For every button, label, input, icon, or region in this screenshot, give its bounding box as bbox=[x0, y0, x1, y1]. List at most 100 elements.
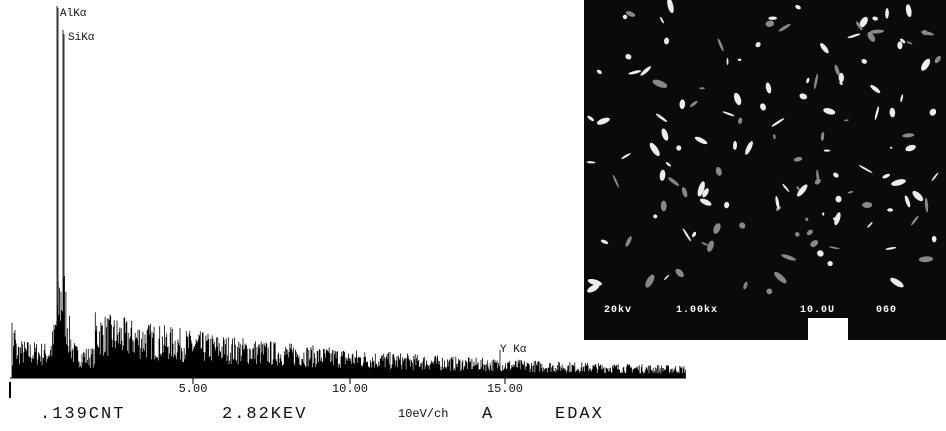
footer-text: .139CNT bbox=[40, 405, 125, 424]
speck bbox=[835, 195, 842, 203]
micrograph-caption: 1.00kx bbox=[676, 304, 718, 316]
speck bbox=[745, 141, 753, 155]
micrograph: 20kv 1.00kx 10.0U 060 bbox=[584, 0, 946, 340]
speck bbox=[660, 200, 667, 212]
speck bbox=[889, 107, 896, 118]
speck bbox=[870, 84, 881, 94]
speck bbox=[900, 94, 904, 103]
speck bbox=[813, 73, 819, 90]
speck bbox=[817, 250, 824, 257]
speck bbox=[768, 16, 777, 20]
speck bbox=[833, 172, 839, 178]
micrograph-caption: 20kv bbox=[604, 304, 632, 316]
peak-label: SiKα bbox=[68, 32, 95, 44]
speck bbox=[694, 136, 708, 145]
speck bbox=[924, 197, 929, 213]
speck bbox=[782, 183, 790, 192]
speck bbox=[596, 69, 602, 75]
speck bbox=[885, 8, 889, 19]
speck bbox=[859, 16, 868, 28]
speck bbox=[912, 190, 924, 202]
speck bbox=[659, 16, 664, 24]
speck bbox=[659, 169, 666, 181]
speck bbox=[838, 72, 844, 83]
speck bbox=[891, 179, 906, 186]
speck bbox=[766, 288, 773, 295]
speck bbox=[781, 254, 796, 261]
speck bbox=[668, 177, 680, 186]
speck bbox=[701, 242, 708, 246]
speck bbox=[862, 201, 873, 208]
speck bbox=[867, 32, 876, 42]
speck bbox=[929, 108, 937, 116]
speck bbox=[622, 14, 628, 20]
speck bbox=[839, 81, 843, 86]
speck bbox=[774, 271, 787, 284]
speck bbox=[625, 54, 632, 60]
speck bbox=[681, 187, 688, 198]
speck bbox=[834, 64, 840, 76]
speck bbox=[887, 208, 894, 212]
speck bbox=[722, 111, 735, 117]
speck bbox=[715, 166, 722, 176]
speck bbox=[733, 146, 736, 149]
speck bbox=[904, 195, 911, 208]
speck bbox=[739, 222, 746, 229]
speck bbox=[738, 117, 743, 125]
speck bbox=[775, 196, 780, 210]
speck bbox=[773, 134, 776, 140]
speck bbox=[816, 169, 820, 183]
speck bbox=[737, 58, 742, 62]
speck bbox=[733, 92, 742, 106]
speck bbox=[765, 82, 772, 94]
speck bbox=[918, 256, 934, 263]
speck bbox=[885, 247, 897, 250]
speck bbox=[874, 106, 879, 120]
axis-tick-label: 5.00 bbox=[179, 382, 208, 396]
speck bbox=[667, 0, 674, 14]
speck bbox=[653, 214, 658, 219]
speck bbox=[726, 57, 729, 65]
micrograph-caption: 10.0U bbox=[800, 305, 835, 316]
peak-label: Y Kα bbox=[500, 344, 527, 356]
speck bbox=[934, 55, 941, 64]
speck bbox=[778, 23, 791, 32]
speck bbox=[628, 70, 642, 75]
speck bbox=[872, 16, 879, 21]
spectrum: AlKα SiKα Y Kα 5.00 10.00 15.00 .139CNT … bbox=[9, 6, 686, 424]
speck bbox=[844, 119, 849, 122]
speck bbox=[664, 37, 670, 45]
speck bbox=[717, 38, 724, 52]
speck bbox=[823, 108, 836, 115]
speck bbox=[890, 277, 904, 288]
speck bbox=[755, 41, 761, 48]
speck bbox=[625, 11, 636, 17]
speck bbox=[828, 246, 840, 250]
speck bbox=[707, 240, 714, 252]
speck bbox=[663, 274, 670, 281]
speck bbox=[931, 172, 939, 182]
speck bbox=[897, 41, 903, 50]
speck bbox=[847, 191, 854, 194]
speck bbox=[810, 239, 819, 247]
speck bbox=[882, 173, 891, 179]
speck bbox=[692, 231, 697, 238]
speck bbox=[827, 261, 833, 267]
peak-label: AlKα bbox=[60, 8, 87, 20]
speck bbox=[889, 146, 893, 149]
scale-marker bbox=[808, 318, 848, 340]
speck bbox=[665, 162, 672, 167]
speck bbox=[806, 229, 813, 236]
spectrum-trace bbox=[11, 6, 686, 378]
speck bbox=[702, 188, 709, 198]
speck bbox=[867, 221, 873, 228]
speck bbox=[699, 198, 712, 206]
speck bbox=[822, 212, 825, 216]
speck bbox=[771, 118, 785, 127]
speck bbox=[587, 283, 600, 293]
micrograph-caption: 060 bbox=[876, 305, 897, 316]
speck bbox=[797, 184, 808, 197]
speck bbox=[869, 29, 885, 34]
speck bbox=[931, 235, 937, 243]
